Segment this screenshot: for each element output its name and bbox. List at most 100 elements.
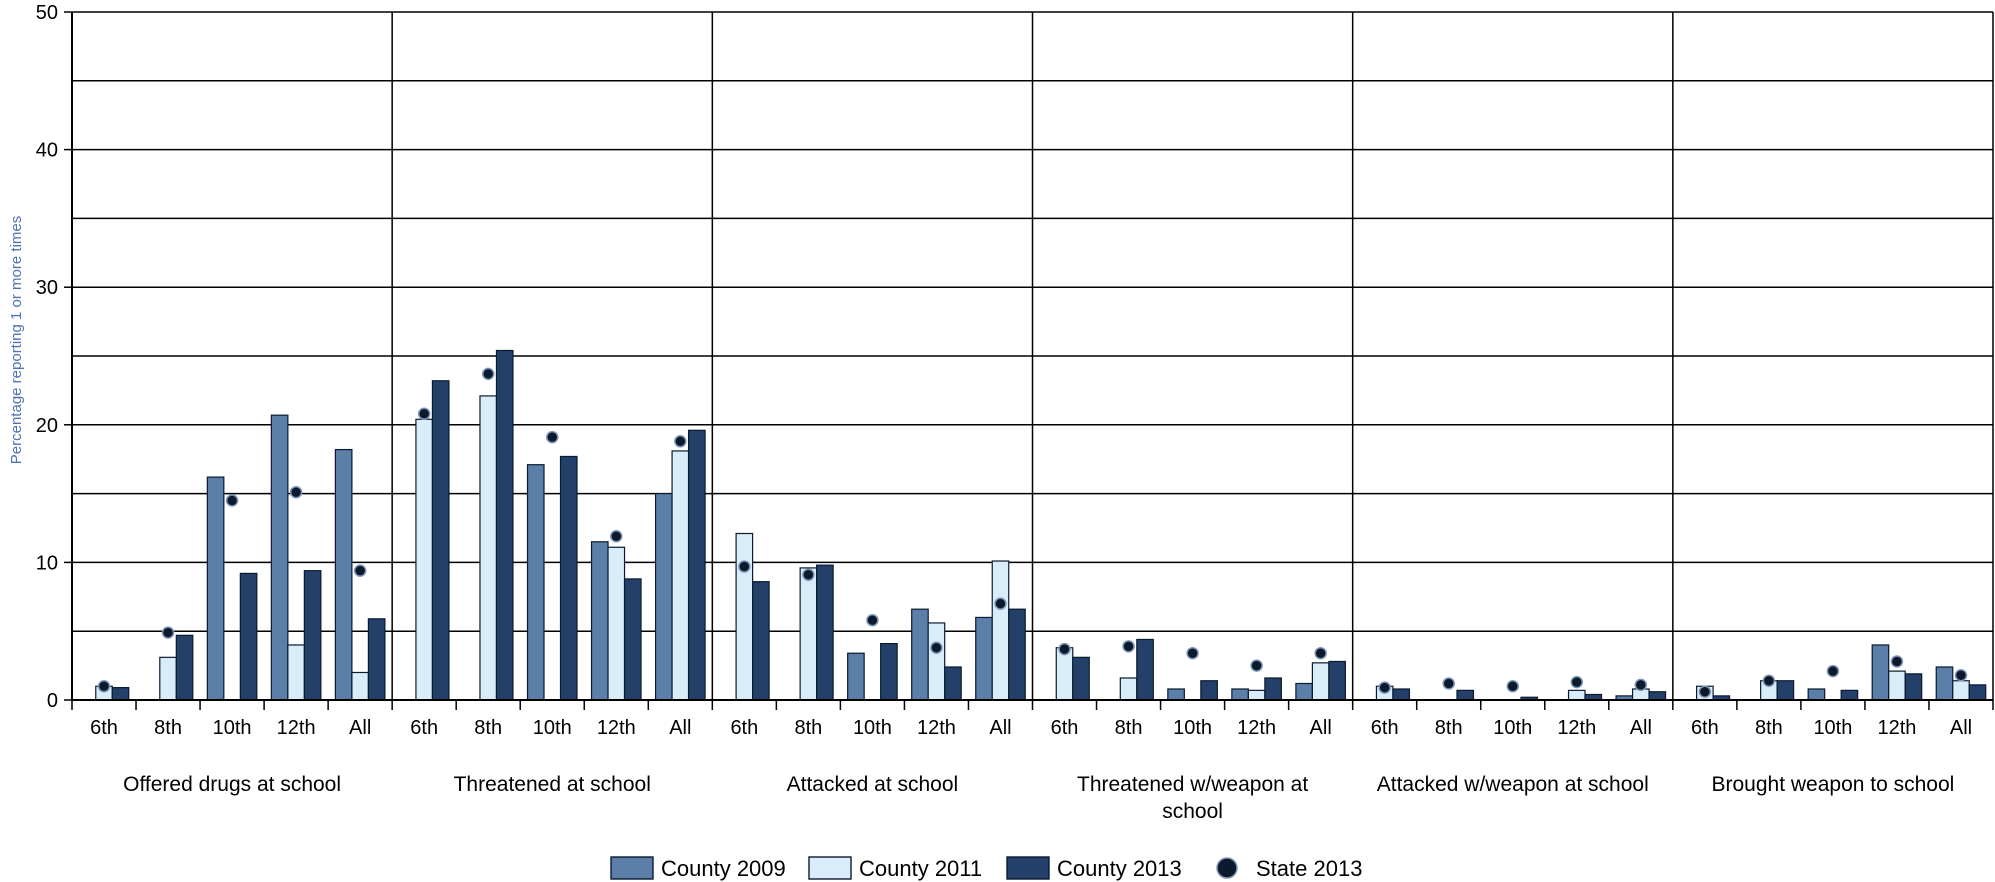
bar-county-2013 [495,349,514,701]
bar-county-2013 [1904,673,1923,701]
bar-county-2009 [1231,688,1249,701]
x-tick-label: 12th [1557,717,1596,739]
bar-county-2013 [1840,689,1859,701]
bar-county-2011 [1311,662,1330,701]
bar-county-2009 [654,493,673,701]
x-tick-label: All [669,717,691,739]
point-state-2013 [674,435,687,448]
bar-county-2011 [1952,680,1970,701]
x-tick-label: All [1630,717,1652,739]
point-state-2013 [546,430,559,444]
point-state-2013 [1890,655,1904,668]
x-tick-label: 8th [1755,717,1783,739]
point-state-2013 [610,530,623,543]
y-tick-label: 50 [36,2,58,24]
bar-county-2013 [175,634,194,701]
bar-county-2013 [1392,688,1411,701]
x-tick-label: 6th [90,717,118,739]
group-label: Brought weapon to school [1711,773,1954,796]
group-label: Offered drugs at school [123,773,341,796]
x-tick-label: All [1950,717,1972,739]
point-state-2013 [353,564,367,577]
x-tick-label: All [1310,717,1332,739]
bar-county-2011 [1055,647,1074,701]
point-state-2013 [1314,646,1327,660]
x-tick-label: 12th [917,717,956,739]
bar-county-2009 [206,476,225,701]
legend-label-county-2011: County 2011 [859,856,982,881]
bar-county-2013 [687,429,706,701]
group-label: school [1162,800,1223,823]
point-state-2013 [1186,646,1199,660]
x-tick-label: 8th [474,717,502,739]
point-state-2013 [1378,681,1391,694]
x-tick-label: 10th [213,717,252,739]
group-label: Attacked at school [787,773,959,796]
bar-county-2009 [847,652,865,701]
point-state-2013 [1442,677,1455,690]
bar-county-2009 [270,414,289,701]
x-tick-label: 8th [154,717,182,739]
point-state-2013 [1506,679,1519,693]
bar-county-2013 [1328,660,1347,701]
bar-county-2013 [1776,680,1795,701]
bar-county-2011 [1247,689,1266,701]
bar-county-2011 [1567,689,1586,701]
y-tick-label: 20 [36,415,58,437]
bar-county-2011 [671,450,690,701]
legend-swatch-state-2013 [1216,857,1238,879]
x-tick-label: 6th [730,717,758,739]
bar-county-2011 [287,644,305,701]
legend-label-state-2013: State 2013 [1256,856,1362,881]
y-tick-label: 0 [47,690,58,712]
x-tick-label: 6th [410,717,438,739]
point-state-2013 [417,407,431,421]
bar-county-2011 [159,656,177,701]
bar-county-2009 [1295,682,1314,701]
legend-swatch-county-2009 [610,856,654,880]
legend-swatch-county-2011 [808,856,852,880]
x-tick-label: All [989,717,1011,739]
legend-label-county-2009: County 2009 [661,856,786,881]
bar-county-2009 [334,448,353,701]
bar-county-2013 [1648,691,1667,701]
y-tick-label: 40 [36,140,58,162]
point-state-2013 [1634,678,1648,692]
bar-county-2013 [1264,677,1282,701]
bar-county-2013 [944,666,962,701]
x-tick-label: 10th [853,717,892,739]
bar-county-2013 [559,455,578,701]
x-tick-label: 12th [1237,717,1276,739]
point-state-2013 [1570,675,1584,689]
bar-county-2013 [623,578,642,701]
x-tick-label: 6th [1051,717,1079,739]
bar-county-2013 [111,687,130,701]
x-tick-label: 10th [1813,717,1852,739]
bar-county-2009 [1807,688,1826,701]
point-state-2013 [289,485,303,499]
point-state-2013 [161,626,175,639]
axes: 0 10 20 30 40 50 6th 8th 10th 12th All Offered drug… [36,2,1994,823]
bar-county-2013 [431,380,450,701]
x-tick-label: 12th [1877,717,1916,739]
bar-county-2011 [927,622,946,701]
bar-county-2011 [1119,677,1138,701]
y-tick-label: 30 [36,277,58,299]
bar-county-2011 [415,418,434,701]
y-axis-title: Percentage reporting 1 or more times [8,216,25,464]
bar-county-2011 [991,560,1010,701]
bar-county-2011 [735,532,754,701]
point-state-2013 [481,367,495,381]
bar-county-2013 [1072,656,1090,701]
bar-county-2013 [239,572,258,701]
y-tick-label: 10 [36,552,58,574]
legend: County 2009 County 2011 County 2013 State 2… [610,856,1362,881]
bar-county-2009 [526,464,545,701]
x-tick-label: 10th [1173,717,1212,739]
point-state-2013 [225,494,239,507]
bar-county-2009 [590,541,609,701]
point-state-2013 [738,560,751,573]
point-state-2013 [1122,640,1135,653]
point-state-2013 [97,679,111,693]
